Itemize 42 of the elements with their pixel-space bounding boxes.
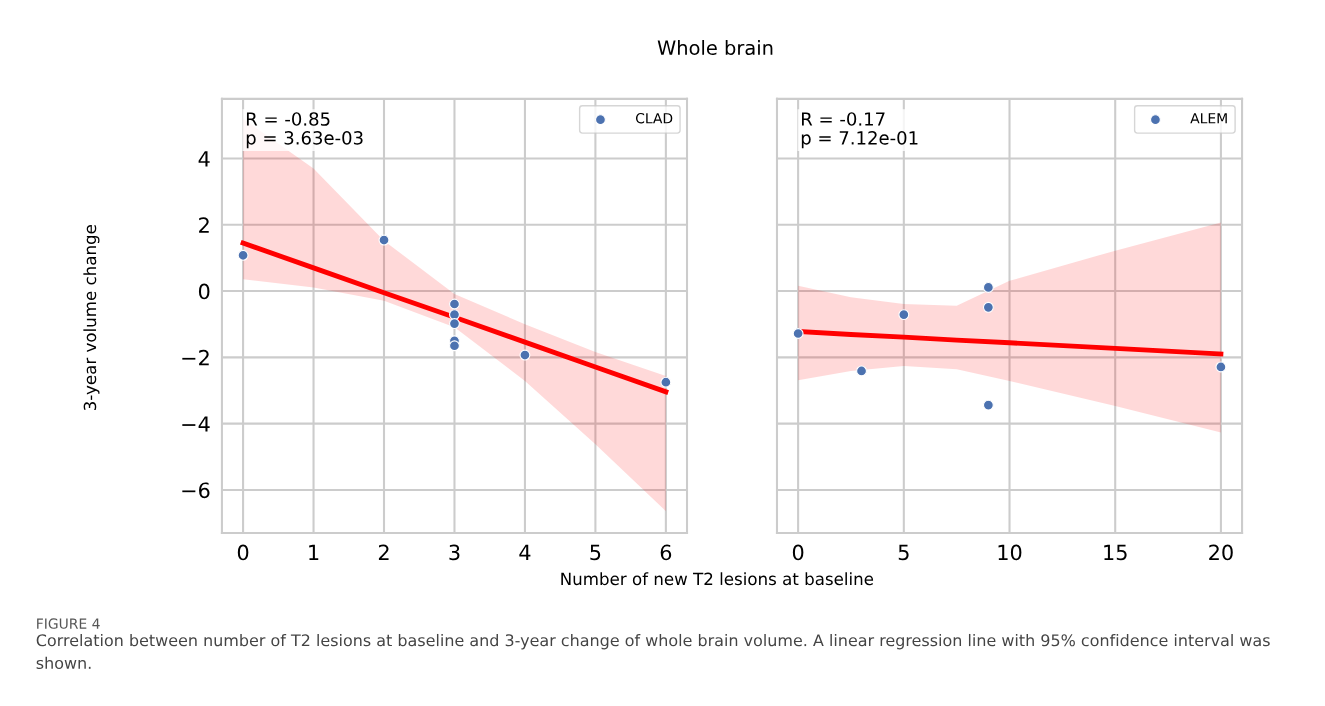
- point: [449, 318, 460, 330]
- annotation: R = -0.85 p = 3.63e-03: [246, 112, 363, 149]
- point: [982, 399, 994, 411]
- line-series: [240, 240, 669, 395]
- point: [660, 376, 672, 388]
- y-tick-label: −2: [182, 349, 209, 366]
- x-tick-label: 5: [898, 544, 909, 561]
- point: [378, 234, 390, 246]
- x-axis-title: Number of new T2 lesions at baseline: [561, 572, 874, 586]
- caption: FIGURE 4: [37, 618, 100, 629]
- point: [898, 309, 910, 321]
- point: [982, 301, 994, 313]
- x-tick-label: 6: [660, 544, 672, 561]
- y-tick-label: −6: [182, 482, 210, 499]
- y-axis-title: 3-year volume change: [83, 225, 100, 411]
- x-tick-label: 0: [237, 544, 249, 561]
- y-tick-label: 4: [198, 151, 210, 167]
- x-tick-label: 0: [792, 544, 804, 561]
- legend-label: ALEM: [1190, 113, 1227, 124]
- x-tick-label: 5: [590, 544, 601, 561]
- y-tick-label: 0: [198, 283, 210, 300]
- x-tick-label: 2: [378, 544, 389, 560]
- y-tick-label: 2: [199, 217, 209, 233]
- point: [982, 281, 994, 293]
- x-tick-label: 20: [1209, 544, 1233, 561]
- point: [856, 365, 868, 377]
- x-tick-label: 10: [998, 544, 1022, 561]
- x-tick-label: 1: [309, 544, 319, 560]
- text: Correlation between number of T2 lesions at baseline and 3-year change of whole brain volume. A linear regression line with 95% confidence interval was shown.: [36, 633, 1270, 670]
- chart-title: Whole brain: [657, 40, 773, 56]
- x-tick-label: 15: [1104, 544, 1127, 561]
- point: [237, 249, 249, 261]
- point: [792, 328, 804, 339]
- y-tick-label: −4: [182, 416, 210, 432]
- legend-label: CLAD: [635, 112, 673, 124]
- annotation: R = -0.17 p = 7.12e-01: [801, 112, 918, 149]
- point: [449, 340, 460, 352]
- x-tick-label: 4: [519, 544, 531, 560]
- x-tick-label: 3: [449, 544, 460, 561]
- point: [1215, 361, 1227, 373]
- point: [519, 349, 531, 361]
- point: [449, 298, 460, 310]
